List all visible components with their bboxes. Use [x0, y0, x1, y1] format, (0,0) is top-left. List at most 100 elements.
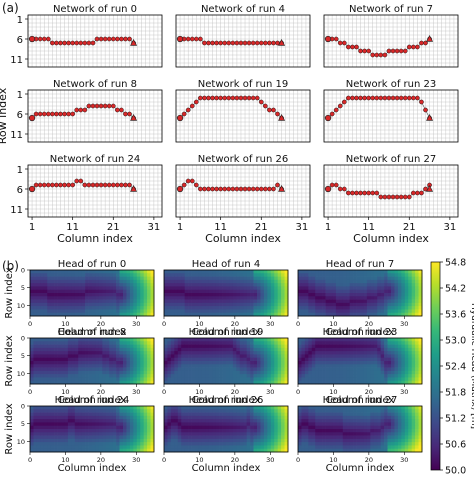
head-cell [339, 279, 344, 284]
head-cell [140, 283, 145, 287]
head-cell [201, 306, 206, 310]
plot-border [175, 14, 311, 68]
head-cell [50, 406, 55, 410]
head-cell [257, 296, 261, 300]
head-cell [184, 293, 189, 297]
head-cell [61, 435, 65, 440]
head-cell [191, 309, 196, 314]
network-node [386, 95, 392, 101]
head-cell [243, 435, 248, 440]
head-cell [40, 279, 45, 284]
head-cell [88, 299, 93, 304]
head-cell [78, 380, 83, 385]
head-cell [57, 380, 62, 385]
head-cell [260, 367, 265, 372]
head-cell [284, 347, 289, 352]
head-cell [188, 380, 192, 385]
head-cell [339, 409, 344, 413]
head-cell [274, 293, 279, 297]
head-cell [167, 283, 172, 287]
head-cell [50, 377, 55, 382]
plot-area [176, 165, 310, 217]
head-cell [116, 293, 120, 297]
network-node [410, 190, 416, 196]
head-cell [205, 377, 210, 382]
head-cell [81, 370, 86, 375]
head-cell [408, 309, 413, 314]
head-cell [174, 279, 179, 284]
head-cell [243, 296, 248, 300]
head-cell [174, 429, 179, 433]
head-cell [394, 289, 399, 294]
x-tick-label: 30 [266, 388, 274, 396]
head-cell [208, 415, 213, 420]
head-cell [308, 276, 313, 281]
head-cell [260, 309, 265, 314]
head-cell [263, 289, 268, 294]
head-cell [85, 357, 89, 362]
head-cell [360, 283, 364, 287]
head-cell [85, 273, 89, 277]
head-cell [246, 422, 251, 427]
head-cell [98, 338, 103, 342]
network-node [54, 40, 59, 46]
head-cell [54, 276, 58, 281]
head-cell [277, 377, 282, 382]
head-cell [380, 283, 385, 287]
head-cell [229, 357, 234, 362]
head-cell [212, 445, 217, 450]
head-cell [349, 338, 354, 342]
head-cell [219, 312, 223, 317]
head-cell [47, 270, 52, 274]
head-cell [105, 312, 110, 317]
head-cell [47, 419, 52, 423]
head-cell [356, 302, 361, 307]
head-cell [415, 299, 419, 304]
head-cell [370, 279, 375, 284]
head-cell [222, 302, 227, 307]
head-cell [277, 412, 282, 417]
head-cell [356, 270, 361, 274]
head-cell [215, 429, 220, 433]
head-cell [236, 341, 241, 345]
head-cell [301, 354, 306, 359]
head-cell [267, 435, 272, 440]
head-cell [105, 448, 110, 453]
head-cell [360, 286, 364, 291]
head-cell [36, 273, 41, 277]
head-cell [301, 344, 306, 349]
head-cell [188, 286, 192, 291]
head-cell [349, 283, 354, 287]
head-cell [329, 367, 333, 372]
head-cell [215, 380, 220, 385]
head-cell [88, 286, 93, 291]
head-cell [257, 357, 261, 362]
head-cell [397, 364, 402, 368]
head-cell [71, 412, 76, 417]
head-cell [219, 415, 223, 420]
head-cell [384, 289, 388, 294]
head-cell [401, 354, 406, 359]
head-cell [105, 442, 110, 446]
head-cell [298, 364, 302, 368]
head-cell [411, 351, 416, 355]
head-cell [78, 429, 83, 433]
head-cell [373, 309, 378, 314]
head-cell [208, 438, 213, 443]
head-cell [391, 312, 395, 317]
head-cell [332, 409, 337, 413]
head-cell [366, 347, 371, 352]
head-cell [384, 299, 388, 304]
head-cell [188, 306, 192, 310]
head-cell [353, 370, 357, 375]
head-cell [78, 412, 83, 417]
head-cell [147, 344, 151, 349]
head-cell [284, 406, 289, 410]
head-cell [136, 377, 141, 382]
head-cell [129, 445, 134, 450]
head-cell [102, 338, 107, 342]
head-cell [164, 361, 168, 365]
network-node [82, 40, 88, 46]
head-cell [267, 296, 272, 300]
head-cell [177, 429, 182, 433]
